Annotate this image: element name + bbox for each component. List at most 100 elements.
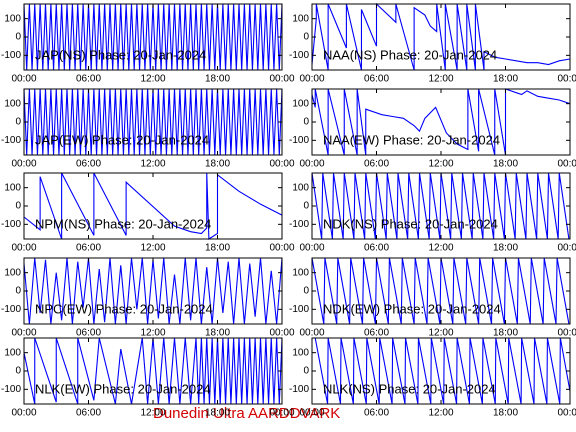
x-tick-label: 12:00: [428, 74, 453, 85]
y-tick-label: -100: [1, 135, 21, 146]
y-tick-label: 100: [292, 347, 309, 358]
x-tick-label: 06:00: [76, 159, 101, 170]
y-tick-label: 100: [292, 182, 309, 193]
panel-title: NDK(NS) Phase: 20-Jan-2024: [323, 216, 498, 231]
panel-title: NAA(EW) Phase: 20-Jan-2024: [323, 132, 500, 147]
x-tick-label: 12:00: [428, 328, 453, 339]
y-tick-label: 0: [303, 117, 309, 128]
y-tick-label: -100: [289, 135, 309, 146]
x-tick-label: 18:00: [493, 243, 518, 254]
y-tick-label: -100: [289, 219, 309, 230]
x-tick-label: 12:00: [140, 408, 165, 419]
y-tick-label: 0: [15, 201, 21, 212]
x-tick-label: 00:00: [11, 159, 36, 170]
y-tick-label: 100: [4, 267, 21, 278]
phase-line: [311, 88, 571, 156]
x-tick-label: 00:00: [11, 408, 36, 419]
x-tick-label: 06:00: [76, 74, 101, 85]
y-tick-label: 100: [292, 13, 309, 24]
y-tick-label: 0: [15, 366, 21, 377]
x-tick-label: 18:00: [205, 74, 230, 85]
phase-line: [314, 337, 571, 405]
x-tick-label: 00:00: [269, 328, 294, 339]
y-tick-label: 0: [303, 286, 309, 297]
y-tick-label: 0: [303, 32, 309, 43]
y-tick-label: -100: [289, 304, 309, 315]
y-tick-label: 0: [303, 366, 309, 377]
x-tick-label: 00:00: [269, 74, 294, 85]
x-tick-label: 12:00: [140, 74, 165, 85]
phase-line: [311, 172, 570, 240]
x-tick-label: 18:00: [205, 328, 230, 339]
phase-line: [311, 257, 570, 325]
y-tick-label: -100: [1, 304, 21, 315]
x-tick-label: 00:00: [299, 328, 324, 339]
x-tick-label: 18:00: [493, 408, 518, 419]
x-tick-label: 12:00: [428, 159, 453, 170]
x-tick-label: 00:00: [269, 159, 294, 170]
panel-title: NLK(NS) Phase: 20-Jan-2024: [323, 381, 496, 396]
x-tick-label: 18:00: [493, 159, 518, 170]
plot-area: [312, 338, 570, 404]
x-tick-label: 00:00: [557, 328, 576, 339]
y-tick-label: 0: [303, 201, 309, 212]
x-tick-label: 06:00: [364, 74, 389, 85]
x-tick-label: 06:00: [364, 243, 389, 254]
y-tick-label: -100: [289, 50, 309, 61]
panel-title: NAA(NS) Phase: 20-Jan-2024: [323, 47, 497, 62]
x-tick-label: 06:00: [364, 408, 389, 419]
x-tick-label: 12:00: [428, 243, 453, 254]
panel-title: JAP(EW) Phase: 20-Jan-2024: [35, 132, 209, 147]
y-tick-label: 0: [15, 286, 21, 297]
x-tick-label: 18:00: [205, 159, 230, 170]
y-tick-label: 0: [15, 117, 21, 128]
phase-line: [23, 172, 283, 240]
x-tick-label: 18:00: [493, 74, 518, 85]
x-tick-label: 00:00: [557, 408, 576, 419]
x-tick-label: 06:00: [364, 159, 389, 170]
panel-title: NDK(EW) Phase: 20-Jan-2024: [323, 301, 501, 316]
x-tick-label: 12:00: [428, 408, 453, 419]
y-tick-label: 100: [292, 267, 309, 278]
x-tick-label: 06:00: [76, 243, 101, 254]
x-tick-label: 18:00: [205, 243, 230, 254]
x-tick-label: 06:00: [76, 408, 101, 419]
footer: Dunedin Ultra AARDDVARK: [153, 405, 340, 422]
y-tick-label: 0: [15, 32, 21, 43]
x-tick-label: 00:00: [557, 159, 576, 170]
x-tick-label: 00:00: [299, 408, 324, 419]
panel-title: NPC(EW) Phase: 20-Jan-2024: [35, 301, 213, 316]
panel-title: NPM(NS) Phase: 20-Jan-2024: [35, 216, 211, 231]
x-tick-label: 06:00: [364, 328, 389, 339]
x-tick-label: 12:00: [140, 328, 165, 339]
x-tick-label: 00:00: [299, 74, 324, 85]
y-tick-label: 100: [4, 98, 21, 109]
x-tick-label: 00:00: [299, 159, 324, 170]
y-tick-label: 100: [4, 182, 21, 193]
plot-area: [24, 258, 282, 324]
y-tick-label: -100: [1, 219, 21, 230]
x-tick-label: 18:00: [493, 328, 518, 339]
panel-title: JAP(NS) Phase: 20-Jan-2024: [35, 47, 206, 62]
y-tick-label: 100: [4, 347, 21, 358]
x-tick-label: 00:00: [557, 243, 576, 254]
x-tick-label: 12:00: [140, 159, 165, 170]
y-tick-label: -100: [1, 384, 21, 395]
x-tick-label: 00:00: [299, 243, 324, 254]
y-tick-label: 100: [292, 98, 309, 109]
x-tick-label: 00:00: [269, 243, 294, 254]
x-tick-label: 00:00: [11, 74, 36, 85]
x-tick-label: 00:00: [11, 328, 36, 339]
x-tick-label: 18:00: [205, 408, 230, 419]
x-tick-label: 00:00: [557, 74, 576, 85]
x-tick-label: 12:00: [140, 243, 165, 254]
x-tick-label: 00:00: [11, 243, 36, 254]
x-tick-label: 06:00: [76, 328, 101, 339]
y-tick-label: -100: [1, 50, 21, 61]
panel-title: NLK(EW) Phase: 20-Jan-2024: [35, 381, 211, 396]
y-tick-label: 100: [4, 13, 21, 24]
y-tick-label: -100: [289, 384, 309, 395]
x-tick-label: 00:00: [269, 408, 294, 419]
